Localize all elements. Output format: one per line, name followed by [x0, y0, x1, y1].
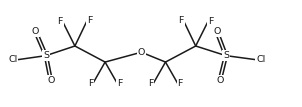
Text: O: O [32, 27, 39, 36]
Text: F: F [88, 79, 93, 88]
Text: O: O [47, 76, 54, 85]
Text: S: S [43, 51, 49, 60]
Text: S: S [223, 51, 229, 60]
Text: F: F [208, 17, 213, 26]
Text: F: F [178, 16, 184, 25]
Text: O: O [216, 76, 223, 85]
Text: F: F [117, 79, 123, 88]
Text: Cl: Cl [8, 55, 18, 64]
Text: F: F [57, 17, 63, 26]
Text: F: F [178, 79, 183, 88]
Text: O: O [213, 27, 220, 36]
Text: F: F [148, 79, 153, 88]
Text: O: O [138, 48, 145, 57]
Text: Cl: Cl [256, 55, 265, 64]
Text: F: F [87, 16, 92, 25]
